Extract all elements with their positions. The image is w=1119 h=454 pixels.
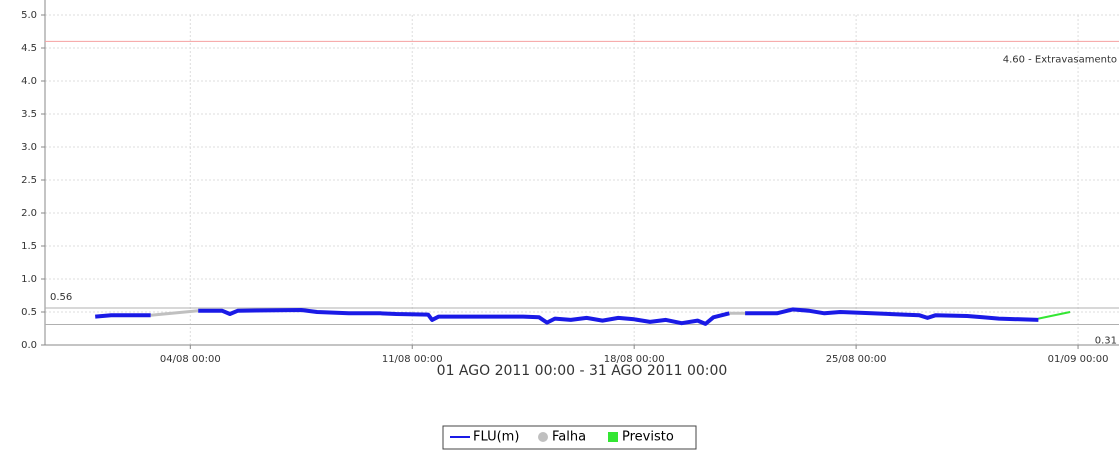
- x-tick-label: 25/08 00:00: [826, 354, 887, 365]
- legend-label: FLU(m): [473, 430, 519, 445]
- legend-label: Falha: [552, 430, 586, 445]
- y-tick-label: 2.5: [21, 175, 37, 186]
- series-line: [1038, 311, 1071, 320]
- legend-marker: [538, 432, 548, 442]
- x-tick-label: 01/09 00:00: [1048, 354, 1109, 365]
- series-line: [150, 309, 746, 317]
- x-tick-label: 11/08 00:00: [382, 354, 443, 365]
- y-tick-label: 1.0: [21, 274, 37, 285]
- y-tick-label: 1.5: [21, 241, 37, 252]
- y-tick-label: 0.5: [21, 307, 37, 318]
- y-tick-label: 4.0: [21, 76, 37, 87]
- x-tick-label: 18/08 00:00: [604, 354, 665, 365]
- legend-label: Previsto: [622, 430, 674, 445]
- x-tick-label: 04/08 00:00: [160, 354, 221, 365]
- series-line: [95, 307, 1039, 326]
- legend-marker: [608, 432, 618, 442]
- y-tick-label: 3.0: [21, 142, 37, 153]
- reference-label: 0.31: [1095, 336, 1117, 347]
- y-tick-label: 5.0: [21, 10, 37, 21]
- reference-label: 4.60 - Extravasamento: [1003, 54, 1117, 65]
- y-tick-label: 0.0: [21, 340, 37, 351]
- legend-box: [442, 425, 697, 450]
- y-tick-label: 4.5: [21, 43, 37, 54]
- reference-label: 0.56: [50, 292, 72, 303]
- chart-subtitle: 01 AGO 2011 00:00 - 31 AGO 2011 00:00: [437, 363, 728, 379]
- y-tick-label: 2.0: [21, 208, 37, 219]
- y-tick-label: 3.5: [21, 109, 37, 120]
